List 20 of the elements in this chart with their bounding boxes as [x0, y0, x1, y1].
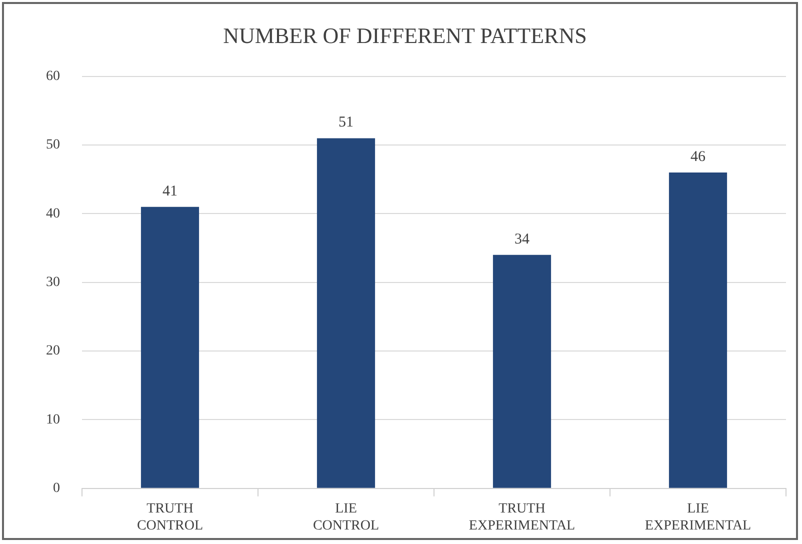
x-tick-label: TRUTH EXPERIMENTAL [468, 501, 576, 534]
bar [492, 254, 552, 488]
x-tick-label: TRUTH CONTROL [136, 501, 204, 534]
y-tick-label: 20 [46, 344, 60, 359]
y-tick-label: 30 [46, 275, 60, 290]
data-label: 46 [690, 148, 706, 165]
y-tick-label: 10 [46, 412, 60, 428]
data-label: 34 [514, 231, 530, 248]
data-label: 51 [338, 114, 354, 131]
data-label: 41 [162, 183, 178, 200]
y-tick-label: 60 [46, 69, 60, 84]
bar [668, 172, 728, 488]
bar [316, 138, 376, 488]
chart-title: NUMBER OF DIFFERENT PATTERNS [223, 22, 587, 48]
x-tick-label: LIE EXPERIMENTAL [644, 501, 752, 534]
x-tick-label: LIE CONTROL [312, 501, 380, 534]
y-tick-label: 50 [46, 138, 60, 153]
bar [140, 206, 200, 488]
y-tick-label: 0 [53, 481, 60, 496]
y-tick-label: 40 [46, 206, 60, 222]
